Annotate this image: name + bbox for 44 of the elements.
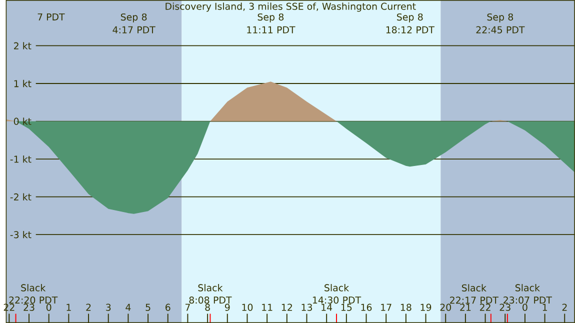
- x-tick-label: 1: [542, 304, 547, 311]
- annotation: Slack 14:30 PDT: [312, 284, 362, 304]
- annotation: 7 PDT: [38, 13, 65, 20]
- x-tick-label: 19: [420, 304, 432, 311]
- x-tick-label: 17: [381, 304, 392, 311]
- x-tick-label: 0: [46, 304, 52, 311]
- x-tick-label: 14: [322, 304, 332, 311]
- x-tick-label: 1: [66, 304, 71, 311]
- x-tick-label: 23: [500, 304, 510, 311]
- x-tick-label: 22: [480, 304, 490, 311]
- x-tick-label: 11: [262, 304, 272, 311]
- x-tick-label: 6: [166, 304, 170, 311]
- x-tick-label: 15: [341, 304, 352, 311]
- annotation: Sep 8 22:45 PDT: [476, 13, 525, 34]
- annotation: Slack 8:08 PDT: [189, 284, 232, 304]
- x-tick-label: 9: [224, 304, 230, 311]
- x-tick-label: 13: [302, 304, 312, 311]
- x-tick-label: 23: [24, 304, 34, 311]
- x-tick-label: 4: [126, 304, 131, 311]
- x-tick-label: 8: [205, 304, 210, 311]
- annotation: Sep 8 4:17 PDT: [112, 13, 156, 34]
- y-tick-label: -1 kt: [10, 155, 32, 163]
- x-tick-label: 0: [522, 304, 528, 311]
- x-tick-label: 12: [282, 304, 292, 311]
- x-tick-label: 7: [185, 304, 190, 311]
- annotation: Slack 22:20 PDT: [9, 284, 58, 304]
- x-tick-label: 10: [242, 304, 253, 311]
- y-tick-label: 2 kt: [14, 42, 32, 50]
- y-tick-label: 1 kt: [14, 80, 32, 88]
- annotation: Slack 23:07 PDT: [504, 284, 552, 304]
- y-tick-label: -3 kt: [10, 230, 32, 238]
- x-tick-label: 16: [361, 304, 372, 311]
- y-tick-label: -2 kt: [10, 193, 32, 200]
- chart-title: Discovery Island, 3 miles SSE of, Washington Current: [166, 2, 416, 12]
- x-tick-label: 21: [460, 304, 471, 311]
- annotation: Sep 8 18:12 PDT: [386, 13, 434, 34]
- x-tick-label: 3: [106, 304, 111, 311]
- annotation: Slack 22:17 PDT: [450, 284, 498, 304]
- x-tick-label: 20: [440, 304, 451, 311]
- x-tick-label: 2: [86, 304, 91, 311]
- x-tick-label: 2: [562, 304, 567, 311]
- x-tick-label: 5: [146, 304, 150, 311]
- annotation: Sep 8 11:11 PDT: [247, 13, 296, 34]
- x-tick-label: 18: [400, 304, 412, 311]
